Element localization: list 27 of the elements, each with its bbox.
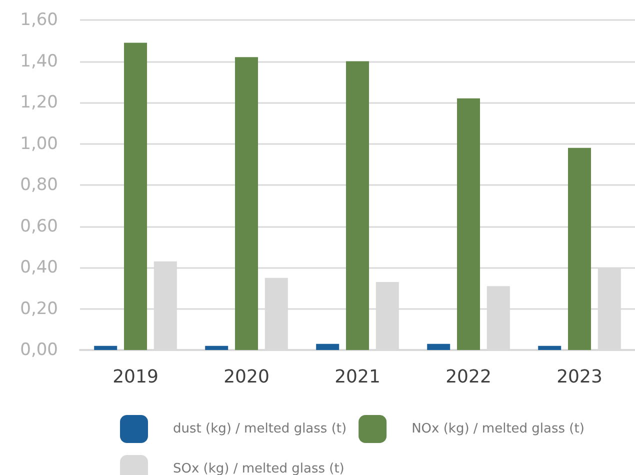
y-tick-label: 1,00 bbox=[20, 134, 58, 154]
x-tick-label: 2023 bbox=[556, 366, 602, 388]
bar bbox=[538, 346, 562, 350]
y-tick-label: 0,20 bbox=[20, 298, 58, 319]
bar bbox=[94, 346, 118, 350]
bar bbox=[346, 61, 369, 350]
y-tick-label: 0,80 bbox=[20, 175, 58, 195]
legend-label: NOx (kg) / melted glass (t) bbox=[412, 422, 584, 436]
x-tick-label: 2022 bbox=[446, 366, 492, 388]
x-tick-label: 2019 bbox=[112, 366, 158, 388]
x-tick-label: 2021 bbox=[334, 366, 380, 388]
legend-label: SOx (kg) / melted glass (t) bbox=[173, 462, 344, 475]
y-tick-label: 0,40 bbox=[20, 258, 58, 278]
bar bbox=[457, 98, 480, 350]
y-tick-label: 0,60 bbox=[20, 216, 58, 236]
y-tick-label: 0,00 bbox=[20, 340, 58, 360]
bar bbox=[427, 344, 450, 350]
y-tick-label: 1,60 bbox=[20, 10, 58, 30]
bar bbox=[124, 42, 147, 350]
y-tick-label: 1,40 bbox=[20, 51, 58, 72]
y-tick-label: 1,20 bbox=[20, 92, 58, 112]
bar bbox=[205, 346, 228, 350]
x-tick-label: 2020 bbox=[224, 366, 270, 388]
bar bbox=[568, 148, 591, 350]
legend-label: dust (kg) / melted glass (t) bbox=[173, 422, 347, 436]
bar bbox=[316, 344, 340, 350]
bar bbox=[235, 57, 258, 350]
